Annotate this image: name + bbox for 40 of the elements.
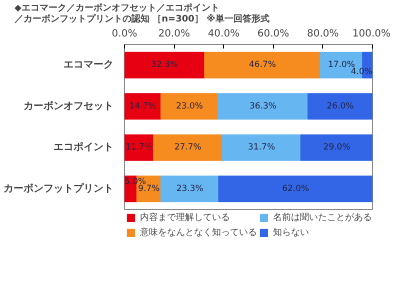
chart-title: ◆エコマーク／カーボンオフセット／エコポイント／カーボンフットプリントの認知 ［n=300］ ※単一回答形式 [14, 2, 270, 24]
legend-label: 意味をなんとなく知っている [140, 226, 257, 239]
x-tick-label: 100.0% [352, 28, 391, 40]
text: 32.3% [151, 60, 178, 70]
y-tick-label: エコポイント [54, 142, 114, 154]
bar [124, 93, 162, 120]
bar [160, 176, 220, 202]
text: 46.7% [249, 60, 276, 70]
legend-label: 内容まで理解している [140, 212, 230, 224]
bar [308, 93, 372, 120]
bar [218, 176, 372, 202]
x-tick-label: 60.0% [257, 28, 290, 40]
text: 11.7% [126, 142, 153, 153]
bar [153, 134, 223, 161]
bar [222, 134, 302, 161]
text: 9.7% [138, 184, 160, 194]
text: 62.0% [282, 184, 310, 194]
text: 31.7% [248, 142, 276, 153]
text: 23.0% [176, 101, 203, 112]
bar [160, 93, 218, 120]
y-tick-label: エコマーク [64, 60, 114, 71]
text: 23.3% [176, 184, 204, 194]
bar [124, 52, 206, 78]
x-tick-label: 20.0% [158, 28, 190, 40]
legend-label: 知らない [273, 226, 309, 239]
text: 29.0% [323, 142, 350, 153]
legend-label: 名前は聞いたことがある [273, 212, 372, 224]
bar [300, 134, 372, 161]
text: 27.7% [174, 142, 202, 153]
text: 36.3% [250, 101, 277, 112]
bar [217, 93, 309, 120]
text: 4.0% [350, 67, 373, 78]
y-tick-label: カーボンフットプリント [4, 182, 114, 194]
text: 14.7% [129, 101, 156, 112]
text: 26.0% [326, 101, 354, 112]
x-tick-label: 80.0% [307, 28, 339, 40]
x-tick-label: 40.0% [208, 28, 240, 40]
y-tick-label: カーボンオフセット [24, 100, 114, 112]
x-tick-label: 0.0% [112, 28, 138, 40]
bar [204, 52, 321, 78]
